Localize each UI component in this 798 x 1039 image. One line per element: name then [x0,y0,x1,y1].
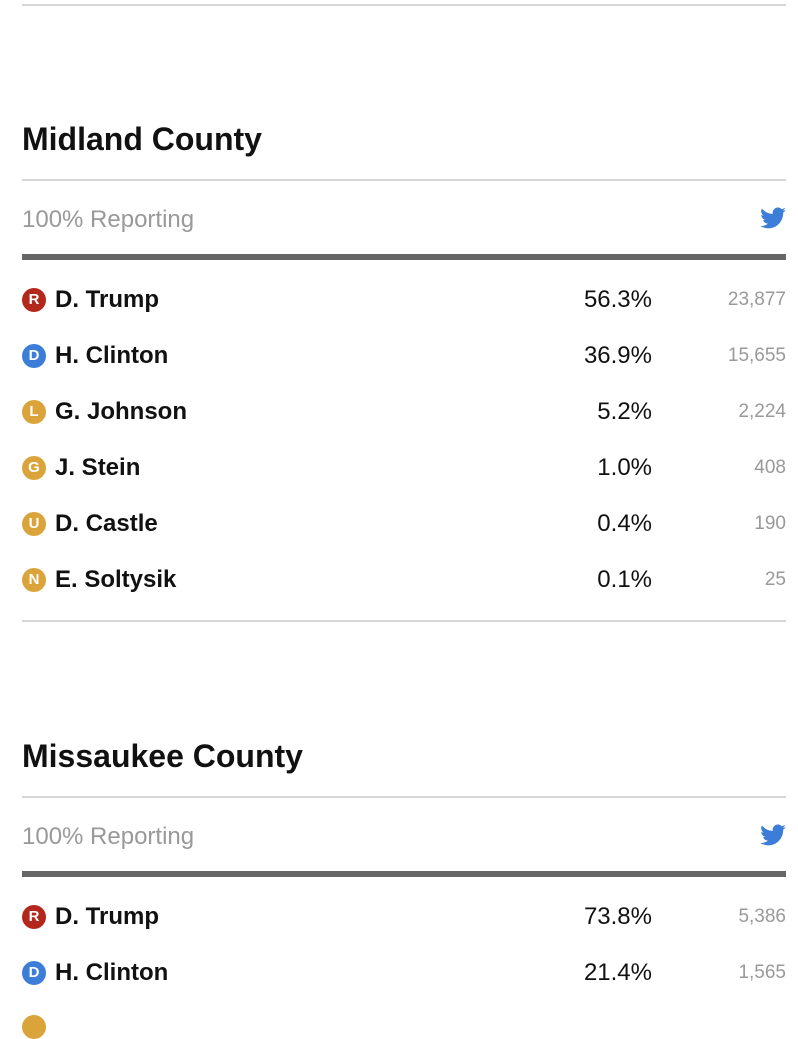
candidate-name: G. Johnson [55,398,187,425]
vote-percent: 73.8% [583,903,652,930]
reporting-status: 100% Reporting [22,206,195,233]
divider [22,179,786,181]
vote-percent: 0.4% [597,510,652,537]
party-badge: U [22,512,46,536]
divider [22,620,786,622]
vote-count: 190 [754,513,786,534]
vote-count: 15,655 [727,345,786,366]
reporting-status: 100% Reporting [22,823,195,850]
candidate-name: H. Clinton [55,959,169,986]
party-badge: D [22,344,46,368]
party-badge: L [22,400,46,424]
divider [22,796,786,798]
vote-count: 408 [754,457,786,478]
vote-percent: 0.1% [597,566,652,593]
party-badge: R [22,905,46,929]
candidate-name: D. Castle [55,510,158,537]
county-title: Midland County [22,121,262,157]
twitter-share[interactable] [759,207,787,231]
party-badge [22,1015,46,1039]
vote-percent: 36.9% [583,342,652,369]
party-badge: R [22,288,46,312]
party-badge: D [22,961,46,985]
vote-count: 23,877 [727,289,786,310]
divider [22,4,786,6]
candidate-name: H. Clinton [55,342,169,369]
candidate-name: D. Trump [55,286,160,313]
twitter-share[interactable] [759,824,787,848]
candidate-name: J. Stein [55,454,141,481]
vote-percent: 56.3% [583,286,652,313]
party-badge: N [22,568,46,592]
vote-count: 25 [764,569,786,590]
vote-percent: 21.4% [583,959,652,986]
vote-count: 1,565 [738,962,786,983]
results-header-rule [22,254,786,260]
county-title: Missaukee County [22,738,303,774]
party-badge: G [22,456,46,480]
vote-count: 5,386 [738,906,786,927]
vote-percent: 1.0% [597,454,652,481]
vote-percent: 5.2% [597,398,652,425]
candidate-name: D. Trump [55,903,160,930]
results-header-rule [22,871,786,877]
vote-count: 2,224 [738,401,786,422]
candidate-name: E. Soltysik [55,566,177,593]
